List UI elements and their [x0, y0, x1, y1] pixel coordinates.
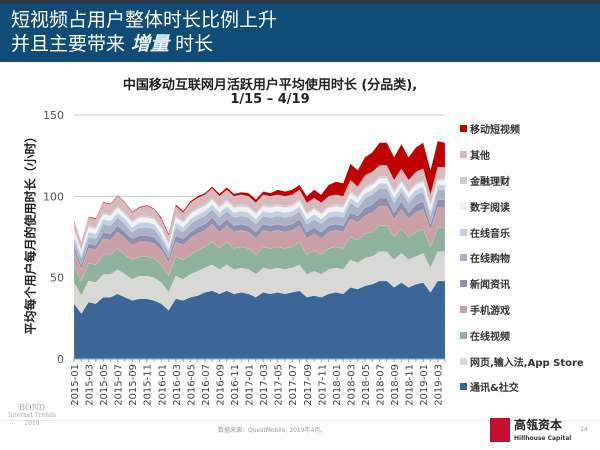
x-tick-label: 2015-01 — [70, 364, 81, 406]
bond-logo-year: 2019 — [24, 420, 40, 427]
brand-name: 高瓴资本 Hillhouse Capital — [514, 419, 571, 445]
legend-label: 在线音乐 — [470, 228, 510, 240]
legend-swatch — [460, 383, 467, 391]
bond-logo-sub: Internet Trends — [8, 412, 57, 419]
legend-label: 其他 — [470, 151, 490, 163]
legend-item: 网页,输入法,App Store — [460, 348, 584, 374]
legend-item: 数字阅读 — [460, 193, 584, 219]
legend-item: 在线视频 — [460, 322, 584, 348]
legend-item: 其他 — [460, 142, 584, 168]
slide-title-line1: 短视频占用户整体时长比例上升 — [11, 9, 278, 31]
x-tick-label: 2016-11 — [230, 364, 241, 406]
x-tick-label: 2018-11 — [405, 364, 416, 406]
x-tick-label: 2016-05 — [186, 364, 197, 406]
x-tick-label: 2015-07 — [114, 364, 125, 406]
legend-swatch — [460, 176, 467, 184]
legend-item: 金融理财 — [460, 168, 584, 194]
x-tick-label: 2018-09 — [390, 364, 401, 406]
x-tick-label: 2019-01 — [419, 364, 430, 406]
x-tick-label: 2015-05 — [99, 364, 110, 406]
y-tick-label: 100 — [43, 190, 64, 203]
chart-subtitle: 1/15 – 4/19 — [230, 92, 310, 107]
bond-logo: BOND Internet Trends 2019 — [8, 404, 56, 428]
source-note: 数据来源：QuestMobile, 2019年4月。 — [218, 427, 327, 434]
slide-title-line2: 并且主要带来 增量 时长 — [0, 32, 600, 56]
legend-label: 新闻资讯 — [470, 280, 510, 292]
area-series-3 — [73, 205, 446, 282]
legend-swatch — [460, 151, 467, 159]
brand-cn: 高瓴资本 — [514, 418, 563, 432]
legend-swatch — [460, 228, 467, 236]
legend-swatch — [460, 280, 467, 288]
x-tick-label: 2015-11 — [143, 364, 154, 406]
x-tick-label: 2017-11 — [317, 364, 328, 406]
legend-label: 移动短视频 — [470, 125, 520, 137]
area-series-2 — [73, 225, 446, 297]
x-tick-label: 2017-07 — [288, 364, 299, 406]
legend-label: 金融理财 — [470, 176, 510, 188]
x-tick-label: 2015-03 — [85, 364, 96, 406]
x-tick-label: 2016-09 — [215, 364, 226, 406]
title-emphasis: 增量 — [131, 33, 170, 55]
x-tick-label: 2018-05 — [361, 364, 372, 406]
legend-item: 通讯&社交 — [460, 374, 584, 400]
legend-swatch — [460, 125, 467, 133]
x-tick-label: 2018-01 — [332, 364, 343, 406]
legend-item: 在线音乐 — [460, 219, 584, 245]
area-series-7 — [73, 178, 446, 256]
legend-label: 通讯&社交 — [470, 383, 519, 395]
legend-label: 在线购物 — [470, 254, 510, 266]
bond-logo-text: BOND — [19, 403, 45, 412]
x-tick-label: 2015-09 — [128, 364, 139, 406]
x-tick-label: 2018-03 — [346, 364, 357, 406]
y-tick-label: 50 — [50, 272, 64, 285]
area-series-6 — [73, 183, 446, 259]
page-number: 14 — [580, 426, 588, 433]
y-tick-label: 0 — [57, 353, 64, 366]
hillhouse-logo-icon — [490, 418, 510, 442]
legend-label: 在线视频 — [470, 331, 510, 343]
area-series-4 — [73, 197, 446, 271]
y-tick-label: 150 — [43, 109, 64, 122]
x-tick-label: 2017-09 — [303, 364, 314, 406]
x-tick-label: 2017-05 — [274, 364, 285, 406]
legend-label: 数字阅读 — [470, 202, 510, 214]
x-tick-label: 2017-03 — [259, 364, 270, 406]
slide-header: 短视频占用户整体时长比例上升 并且主要带来 增量 时长 — [0, 0, 600, 62]
x-tick-label: 2016-01 — [157, 364, 168, 406]
x-tick-label: 2019-03 — [434, 364, 445, 406]
title-text-end: 时长 — [169, 33, 214, 55]
footer — [0, 420, 600, 450]
legend-swatch — [460, 331, 467, 339]
legend: 移动短视频其他金融理财数字阅读在线音乐在线购物新闻资讯手机游戏在线视频网页,输入… — [460, 116, 584, 400]
x-tick-label: 2018-07 — [376, 364, 387, 406]
x-tick-label: 2016-07 — [201, 364, 212, 406]
x-tick-label: 2017-01 — [245, 364, 256, 406]
legend-label: 手机游戏 — [470, 305, 510, 317]
chart-title: 中国移动互联网月活跃用户平均使用时长 (分品类), — [122, 78, 418, 93]
legend-item: 移动短视频 — [460, 116, 584, 142]
area-series-10 — [73, 140, 446, 245]
legend-swatch — [460, 254, 467, 262]
brand-en: Hillhouse Capital — [514, 435, 572, 442]
legend-item: 手机游戏 — [460, 297, 584, 323]
x-tick-label: 2016-03 — [172, 364, 183, 406]
area-series-5 — [73, 187, 446, 266]
legend-item: 新闻资讯 — [460, 271, 584, 297]
area-series-8 — [73, 176, 446, 253]
legend-swatch — [460, 202, 467, 210]
legend-swatch — [460, 357, 467, 365]
area-series-1 — [73, 251, 446, 314]
legend-swatch — [460, 305, 467, 313]
legend-label: 网页,输入法,App Store — [470, 357, 584, 369]
legend-item: 在线购物 — [460, 245, 584, 271]
title-text: 并且主要带来 — [11, 33, 132, 55]
